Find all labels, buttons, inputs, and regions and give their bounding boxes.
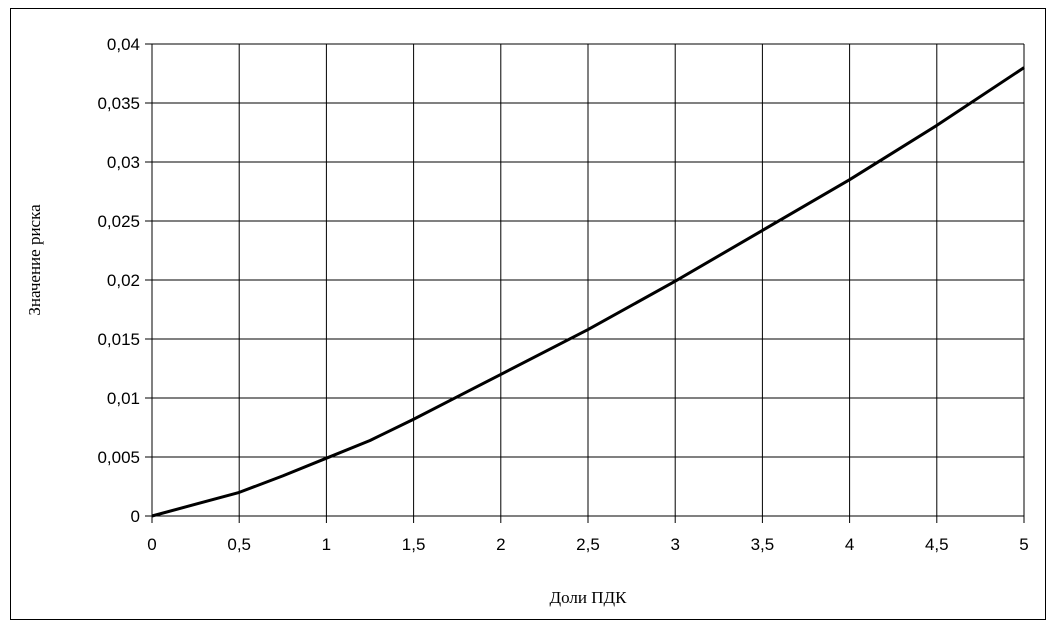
x-tick-label: 4 (845, 535, 854, 554)
x-tick-label: 2,5 (576, 535, 600, 554)
x-tick-label: 4,5 (925, 535, 949, 554)
y-tick-label: 0,015 (97, 330, 140, 349)
y-tick-label: 0,01 (107, 389, 140, 408)
y-axis-label: Значение риска (25, 204, 44, 316)
y-tick-label: 0,035 (97, 94, 140, 113)
data-line (151, 66, 1025, 518)
x-tick-label: 0 (147, 535, 156, 554)
x-tick-label: 2 (496, 535, 505, 554)
x-tick-label: 0,5 (227, 535, 251, 554)
x-tick-label: 5 (1019, 535, 1028, 554)
x-tick-label: 1 (322, 535, 331, 554)
x-tick-label: 3 (670, 535, 679, 554)
x-tick-label: 1,5 (402, 535, 426, 554)
y-tick-label: 0,03 (107, 153, 140, 172)
y-tick-label: 0,025 (97, 212, 140, 231)
y-tick-label: 0,04 (107, 35, 140, 54)
chart-frame (10, 8, 1046, 620)
x-axis-label: Доли ПДК (550, 588, 628, 607)
y-tick-label: 0,005 (97, 448, 140, 467)
x-tick-label: 3,5 (751, 535, 775, 554)
y-tick-label: 0 (131, 507, 140, 526)
y-tick-label: 0,02 (107, 271, 140, 290)
